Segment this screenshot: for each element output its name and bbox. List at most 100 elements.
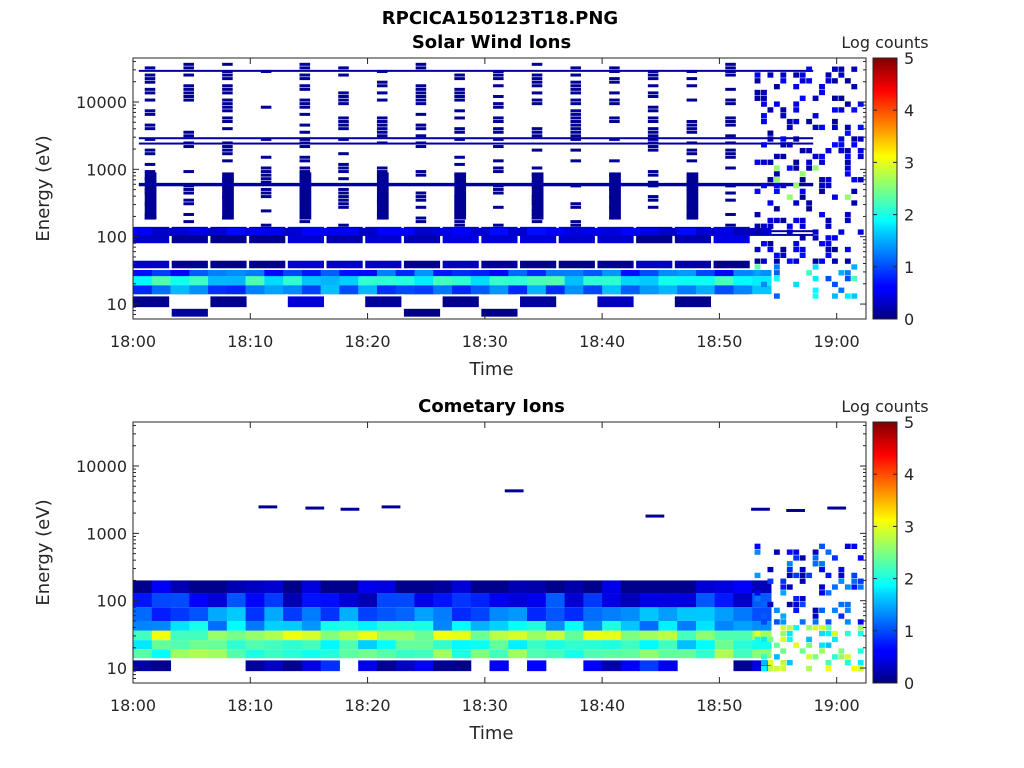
heatmap-cell xyxy=(320,270,340,277)
heatmap-cell xyxy=(636,260,673,269)
heatmap-cell xyxy=(674,260,712,269)
heatmap-cell xyxy=(819,625,825,631)
heatmap-cell xyxy=(489,630,509,641)
heatmap-cell xyxy=(489,607,509,621)
heatmap-cell xyxy=(504,489,524,493)
heatmap-cell xyxy=(508,285,528,295)
heatmap-cell xyxy=(395,270,415,277)
heatmap-cell xyxy=(844,607,851,613)
heatmap-cell xyxy=(780,636,787,643)
heatmap-cell xyxy=(857,101,864,107)
x-tick-label: 19:00 xyxy=(814,332,860,351)
heatmap-cell xyxy=(358,630,378,641)
heatmap-cell xyxy=(686,120,698,124)
heatmap-cell xyxy=(658,270,678,277)
heatmap-cell xyxy=(222,148,233,152)
heatmap-cell xyxy=(686,148,698,152)
heatmap-cell xyxy=(677,607,697,621)
heatmap-cell xyxy=(339,593,359,608)
heatmap-cell xyxy=(133,296,170,308)
heatmap-cell xyxy=(767,601,774,608)
heatmap-cell xyxy=(857,177,864,183)
heatmap-cell xyxy=(570,130,582,134)
heatmap-cell xyxy=(170,227,190,236)
heatmap-cell xyxy=(825,223,832,229)
heatmap-cell xyxy=(844,258,851,264)
heatmap-cell xyxy=(831,246,838,253)
heatmap-cell xyxy=(773,549,780,555)
heatmap-cell xyxy=(609,137,620,141)
heatmap-cell xyxy=(773,270,780,276)
heatmap-cell xyxy=(414,630,434,641)
heatmap-cell xyxy=(299,159,311,163)
heatmap-cell xyxy=(773,258,780,264)
y-tick-label: 100 xyxy=(96,592,127,611)
heatmap-cell xyxy=(283,285,303,295)
heatmap-cell xyxy=(531,91,543,95)
heatmap-cell xyxy=(403,260,441,269)
heatmap-cell xyxy=(831,107,838,113)
heatmap-cell xyxy=(299,137,311,141)
heatmap-cell xyxy=(725,123,736,127)
heatmap-cell xyxy=(786,636,793,643)
heatmap-cell xyxy=(531,77,543,81)
heatmap-cell xyxy=(799,566,806,573)
heatmap-cell xyxy=(299,105,311,109)
y-axis-label: Energy (eV) xyxy=(33,499,54,605)
heatmap-cell xyxy=(301,593,322,608)
heatmap-cell xyxy=(674,296,712,308)
heatmap-cell xyxy=(189,640,209,650)
heatmap-cell xyxy=(658,580,678,594)
heatmap-cell xyxy=(714,270,734,277)
heatmap-cell xyxy=(647,127,659,131)
heatmap-cell xyxy=(358,270,378,277)
heatmap-cell xyxy=(819,584,825,590)
heatmap-cell xyxy=(857,584,864,590)
heatmap-cell xyxy=(208,580,228,594)
heatmap-cell xyxy=(299,170,311,174)
heatmap-cell xyxy=(301,276,322,286)
heatmap-cell xyxy=(754,78,761,84)
heatmap-cell xyxy=(609,91,620,95)
heatmap-cell xyxy=(686,127,698,131)
y-tick-label: 10 xyxy=(107,295,127,314)
x-axis: 18:00 18:10 18:20 18:30 18:40 18:50 19:00 Time xyxy=(110,422,860,744)
heatmap-cell xyxy=(658,660,678,672)
heatmap-cell xyxy=(780,659,787,666)
heatmap-cell xyxy=(825,549,832,555)
heatmap-cell xyxy=(395,285,415,295)
x-tick-label: 18:40 xyxy=(579,332,625,351)
heatmap-cell xyxy=(508,640,528,650)
x-axis-label: Time xyxy=(468,359,513,380)
heatmap-cell xyxy=(780,246,787,253)
heatmap-cell xyxy=(754,596,761,602)
heatmap-cell xyxy=(844,543,851,549)
heatmap-cell xyxy=(358,607,378,621)
heatmap-cell xyxy=(647,198,659,202)
heatmap-cell xyxy=(545,640,566,650)
heatmap-cell xyxy=(433,227,453,236)
heatmap-cell xyxy=(133,640,153,650)
heatmap-cell xyxy=(170,640,190,650)
heatmap-cell xyxy=(677,580,697,594)
heatmap-cell xyxy=(133,630,153,641)
heatmap-cell xyxy=(583,276,603,286)
heatmap-cell xyxy=(183,62,194,66)
heatmap-cell xyxy=(844,619,851,625)
heatmap-cell xyxy=(338,102,349,106)
heatmap-cell xyxy=(799,578,806,584)
heatmap-cell xyxy=(454,94,465,98)
heatmap-cell xyxy=(395,276,415,286)
heatmap-cell xyxy=(725,155,736,159)
heatmap-cell xyxy=(454,137,465,141)
heatmap-cell xyxy=(144,127,156,131)
heatmap-cell xyxy=(189,285,209,295)
heatmap-cell xyxy=(793,136,800,142)
heatmap-cell xyxy=(773,182,780,189)
heatmap-cell xyxy=(395,227,415,236)
heatmap-cell xyxy=(264,270,284,277)
heatmap-cell xyxy=(454,73,465,77)
heatmap-cell xyxy=(414,276,434,286)
heatmap-cell xyxy=(609,120,620,124)
heatmap-cell xyxy=(570,220,582,224)
